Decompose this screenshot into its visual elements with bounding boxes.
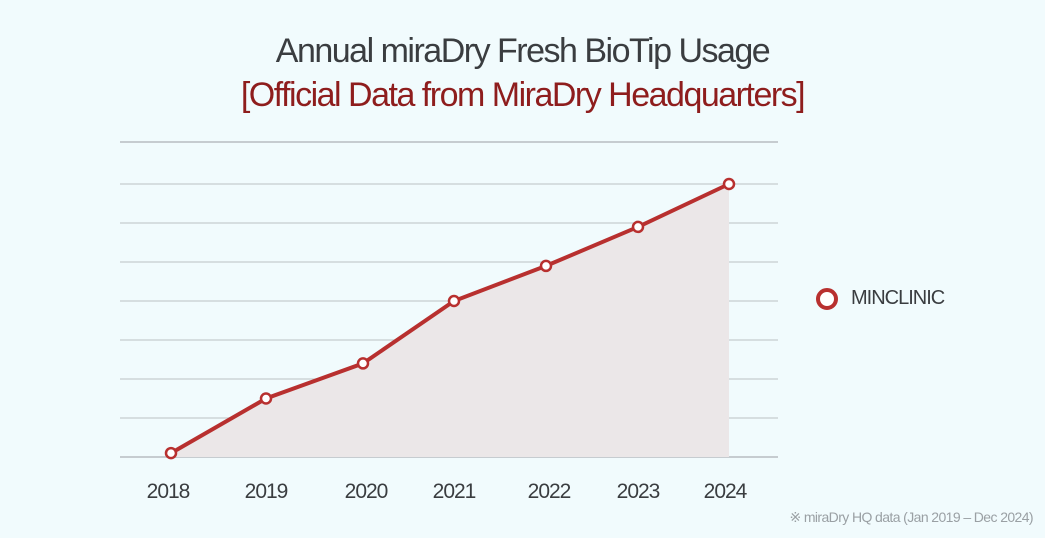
data-point-2022 bbox=[539, 259, 553, 273]
legend-marker-icon bbox=[816, 287, 838, 310]
x-tick-label: 2019 bbox=[245, 480, 288, 503]
x-tick-label: 2021 bbox=[433, 480, 476, 503]
data-point-2023 bbox=[631, 220, 645, 234]
footnote: ※ miraDry HQ data (Jan 2019 – Dec 2024) bbox=[789, 509, 1033, 525]
x-tick-label: 2020 bbox=[345, 480, 388, 503]
data-point-2024 bbox=[722, 177, 736, 191]
legend-label: MINCLINIC bbox=[851, 287, 945, 309]
x-tick-label: 2024 bbox=[704, 480, 748, 503]
legend: MINCLINIC bbox=[816, 287, 945, 310]
x-tick-label: 2022 bbox=[528, 480, 571, 503]
data-point-2020 bbox=[356, 357, 370, 370]
chart-title: Annual miraDry Fresh BioTip Usage bbox=[275, 32, 771, 70]
data-point-2019 bbox=[259, 392, 273, 405]
x-tick-label: 2018 bbox=[147, 480, 190, 503]
area-fill bbox=[171, 184, 729, 457]
data-point-2018 bbox=[164, 446, 178, 460]
data-point-2021 bbox=[447, 294, 461, 308]
chart-subtitle: [Official Data from MiraDry Headquarters… bbox=[240, 76, 806, 114]
x-tick-label: 2023 bbox=[617, 480, 660, 503]
